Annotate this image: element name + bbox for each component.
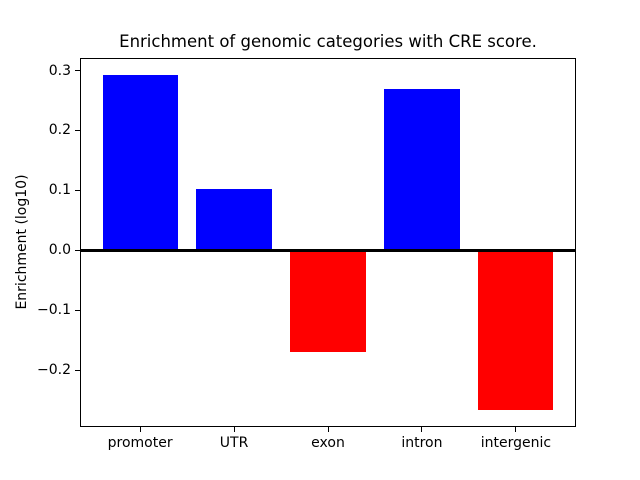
x-tick-mark (421, 427, 423, 432)
x-tick-mark (515, 427, 517, 432)
y-tick-mark (75, 189, 80, 191)
x-tick-label-promoter: promoter (107, 435, 173, 451)
y-axis-label: Enrichment (log10) (14, 174, 30, 310)
x-tick-mark (139, 427, 141, 432)
y-tick-mark (75, 369, 80, 371)
chart-title: Enrichment of genomic categories with CR… (119, 32, 537, 51)
zero-line (81, 248, 575, 252)
bar-intron (384, 88, 460, 251)
bar-promoter (102, 74, 178, 251)
y-tick-label: 0.2 (48, 122, 71, 139)
x-tick-label-UTR: UTR (219, 435, 249, 451)
plot-area (80, 58, 576, 427)
bar-intergenic (478, 250, 554, 411)
x-tick-mark (233, 427, 235, 432)
bar-UTR (196, 189, 272, 251)
y-tick-label: 0.3 (48, 62, 71, 79)
y-tick-label: −0.2 (37, 362, 71, 379)
y-tick-label: 0.1 (48, 182, 71, 199)
y-tick-mark (75, 70, 80, 72)
y-tick-label: −0.1 (37, 302, 71, 319)
x-tick-label-exon: exon (311, 435, 345, 451)
y-tick-mark (75, 309, 80, 311)
x-tick-label-intergenic: intergenic (480, 435, 552, 451)
y-tick-label: 0.0 (48, 242, 71, 259)
x-tick-mark (327, 427, 329, 432)
y-tick-mark (75, 129, 80, 131)
bar-exon (290, 250, 366, 353)
y-tick-mark (75, 249, 80, 251)
x-tick-label-intron: intron (401, 435, 443, 451)
